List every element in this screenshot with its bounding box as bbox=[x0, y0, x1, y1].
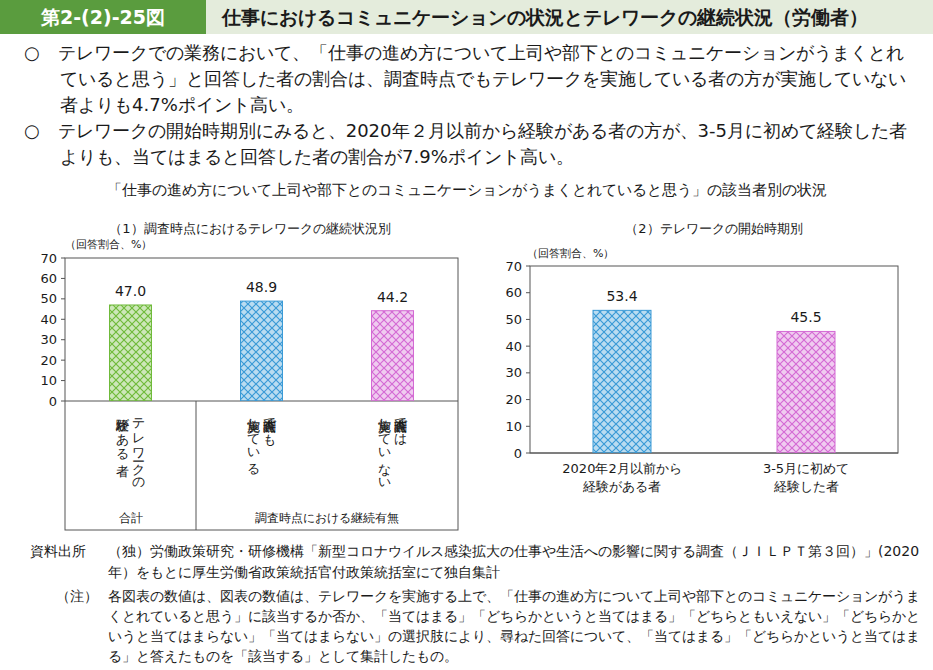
y-tick bbox=[526, 426, 530, 427]
source-label: 資料出所 bbox=[30, 541, 108, 583]
y-tick-label: 70 bbox=[40, 251, 57, 266]
note-text: 各図表の数値は、図表の数値は、テレワークを実施する上で、「仕事の進め方について上… bbox=[108, 586, 924, 666]
y-tick bbox=[61, 401, 65, 402]
group-separator bbox=[196, 401, 197, 530]
y-tick bbox=[526, 346, 530, 347]
y-tick bbox=[61, 258, 65, 259]
y-tick-label: 20 bbox=[40, 353, 57, 368]
bar bbox=[593, 310, 651, 453]
y-tick bbox=[526, 372, 530, 373]
y-tick bbox=[61, 360, 65, 361]
data-labels: 53.4 45.5 bbox=[606, 288, 821, 325]
y-tick bbox=[61, 278, 65, 279]
charts-title: 「仕事の進め方について上司や部下とのコミュニケーションがうまくとれていると思う」… bbox=[0, 181, 933, 200]
x-tick-label: テレワークの 経験がある者 bbox=[91, 409, 171, 509]
y-tick-label: 30 bbox=[40, 332, 57, 347]
chart-1: 0 10 20 30 40 50 60 70 53.4 45.5 bbox=[505, 259, 898, 461]
y-tick bbox=[526, 453, 530, 454]
bars bbox=[110, 301, 414, 401]
bar bbox=[372, 311, 414, 401]
figure-number: 第2-(2)-25図 bbox=[0, 0, 206, 34]
y-axis-label: （回答割合、%） bbox=[527, 246, 614, 261]
x-tick-label: 2020年2月以前から 経験がある者 bbox=[532, 460, 712, 496]
y-tick-label: 60 bbox=[505, 285, 522, 300]
bullets: ○ テレワークでの業務において、「仕事の進め方について上司や部下とのコミュニケー… bbox=[24, 40, 914, 170]
plot-frame bbox=[65, 258, 458, 530]
bar bbox=[777, 331, 835, 453]
y-tick bbox=[61, 339, 65, 340]
bars bbox=[593, 310, 835, 453]
y-tick-label: 50 bbox=[40, 291, 57, 306]
group-label: 合計 bbox=[21, 510, 241, 527]
y-tick bbox=[526, 292, 530, 293]
y-tick-label: 40 bbox=[40, 312, 57, 327]
y-tick-label: 20 bbox=[505, 392, 522, 407]
y-tick-label: 10 bbox=[505, 419, 522, 434]
plot-frame bbox=[530, 266, 898, 453]
y-tick bbox=[526, 399, 530, 400]
note-block: （注）各図表の数値は、図表の数値は、テレワークを実施する上で、「仕事の進め方につ… bbox=[56, 586, 924, 666]
bar bbox=[110, 305, 152, 401]
source-text: （独）労働政策研究・研修機構「新型コロナウイルス感染拡大の仕事や生活への影響に関… bbox=[108, 541, 920, 583]
data-label: 47.0 bbox=[115, 283, 146, 299]
data-label: 48.9 bbox=[246, 279, 277, 295]
chart-title: （2）テレワークの開始時期別 bbox=[484, 220, 933, 238]
data-label: 45.5 bbox=[790, 309, 821, 325]
note-label: （注） bbox=[56, 586, 108, 666]
bullet: ○ テレワークでの業務において、「仕事の進め方について上司や部下とのコミュニケー… bbox=[24, 40, 914, 118]
data-label: 44.2 bbox=[377, 289, 408, 305]
y-tick bbox=[61, 380, 65, 381]
x-axis-line bbox=[530, 453, 898, 454]
header-band bbox=[0, 0, 933, 34]
y-tick-label: 30 bbox=[505, 365, 522, 380]
data-labels: 47.0 48.9 44.2 bbox=[115, 279, 408, 305]
y-tick bbox=[526, 319, 530, 320]
group-label: 調査時点における継続有無 bbox=[217, 510, 437, 527]
y-tick-label: 60 bbox=[40, 271, 57, 286]
source-block: 資料出所（独）労働政策研究・研修機構「新型コロナウイルス感染拡大の仕事や生活への… bbox=[30, 541, 920, 583]
header-number-box bbox=[0, 0, 206, 34]
y-tick bbox=[61, 298, 65, 299]
x-tick-label: 3-5月に初めて 経験した者 bbox=[716, 460, 896, 496]
bullet: ○ テレワークの開始時期別にみると、2020年２月以前から経験がある者の方が、3… bbox=[24, 118, 914, 170]
y-axis-label: （回答割合、%） bbox=[65, 237, 152, 252]
y-tick-label: 70 bbox=[505, 259, 522, 274]
y-tick-label: 50 bbox=[505, 312, 522, 327]
y-tick-label: 40 bbox=[505, 339, 522, 354]
x-tick-label: 調査時点では 実施していない bbox=[353, 409, 433, 509]
y-tick-label: 0 bbox=[514, 446, 522, 461]
x-tick-label: 調査時点でも 実施している bbox=[222, 409, 302, 509]
figure-title: 仕事におけるコミュニケーションの状況とテレワークの継続状況（労働者） bbox=[222, 0, 927, 34]
bar bbox=[241, 301, 283, 401]
y-tick-label: 10 bbox=[40, 373, 57, 388]
chart-0: 0 10 20 30 40 50 60 70 47.0 48.9 44.2 bbox=[40, 251, 458, 531]
y-tick bbox=[526, 266, 530, 267]
y-tick bbox=[61, 319, 65, 320]
data-label: 53.4 bbox=[606, 288, 637, 304]
y-tick-label: 0 bbox=[49, 394, 57, 409]
chart-title: （1）調査時点におけるテレワークの継続状況別 bbox=[20, 220, 480, 238]
